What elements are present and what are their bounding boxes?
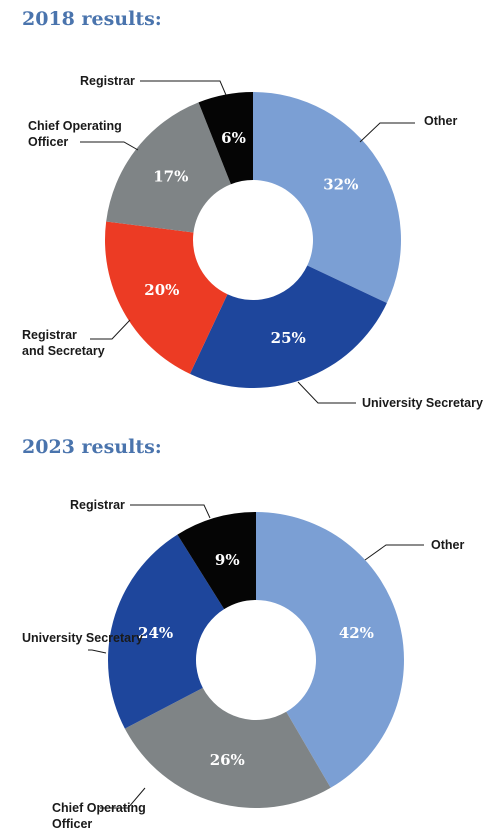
chart-title-2018: 2018 results: — [22, 8, 162, 30]
slice-registrar — [177, 512, 256, 610]
slice-percent-label: 25% — [271, 329, 306, 347]
donut-chart-2018: 32% Other 25% University Secretary 20% Regist… — [22, 74, 483, 410]
slice-percent-label: 24% — [138, 624, 173, 642]
slice-university-secretary — [189, 265, 387, 388]
slice-percent-label: 20% — [144, 281, 179, 299]
slice-university-secretary — [107, 534, 225, 729]
category-label-other: Other — [424, 114, 457, 128]
category-label-university-secretary: University Secretary — [362, 396, 483, 410]
slice-registrar — [198, 92, 253, 185]
slice-chief-operating-officer — [106, 102, 231, 233]
category-label-registrar: Registrar — [70, 498, 125, 512]
slice-percent-label: 42% — [339, 624, 374, 642]
slice-percent-label: 9% — [215, 551, 240, 569]
leader-line — [100, 787, 146, 809]
leader-line — [130, 504, 211, 519]
slice-registrar-and-secretary — [105, 221, 228, 374]
slice-percent-label: 32% — [323, 175, 358, 193]
slice-chief-operating-officer — [124, 687, 331, 808]
leader-line — [88, 649, 107, 654]
leader-line — [90, 319, 131, 340]
slice-other — [253, 92, 401, 304]
category-label-university-secretary: University Secretary — [22, 631, 143, 645]
slice-percent-label: 6% — [221, 129, 246, 147]
category-label-chief-operating-officer: Chief Operating Officer — [52, 801, 146, 831]
leader-line — [140, 80, 227, 96]
chart-title-2023: 2023 results: — [22, 436, 162, 458]
slice-percent-label: 26% — [210, 751, 245, 769]
leader-line — [359, 122, 415, 143]
leader-line — [80, 141, 139, 151]
category-label-other: Other — [431, 538, 464, 552]
leader-line — [364, 544, 424, 561]
slice-percent-label: 17% — [153, 167, 188, 185]
leader-line — [297, 381, 356, 404]
category-label-chief-operating-officer: Chief Operating Officer — [28, 119, 122, 149]
category-label-registrar-and-secretary: Registrar and Secretary — [22, 328, 105, 358]
category-label-registrar: Registrar — [80, 74, 135, 88]
donut-chart-2023: 42% Other 26% Chief Operating Officer 24%Univ… — [22, 498, 464, 831]
slice-other — [256, 512, 404, 788]
